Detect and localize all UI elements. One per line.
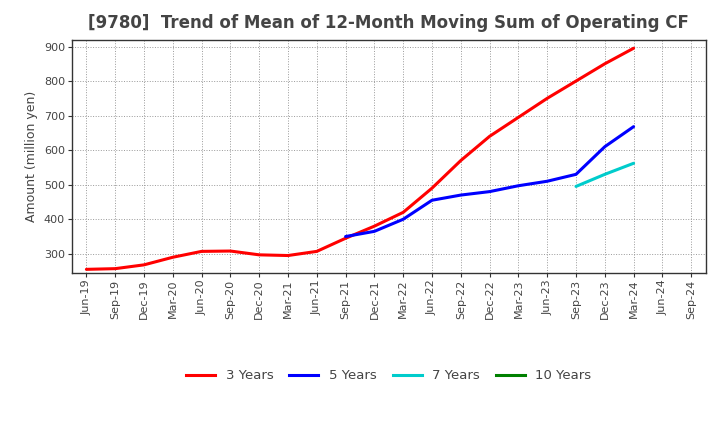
Title: [9780]  Trend of Mean of 12-Month Moving Sum of Operating CF: [9780] Trend of Mean of 12-Month Moving …: [89, 15, 689, 33]
Legend: 3 Years, 5 Years, 7 Years, 10 Years: 3 Years, 5 Years, 7 Years, 10 Years: [181, 364, 597, 388]
Y-axis label: Amount (million yen): Amount (million yen): [25, 91, 38, 222]
